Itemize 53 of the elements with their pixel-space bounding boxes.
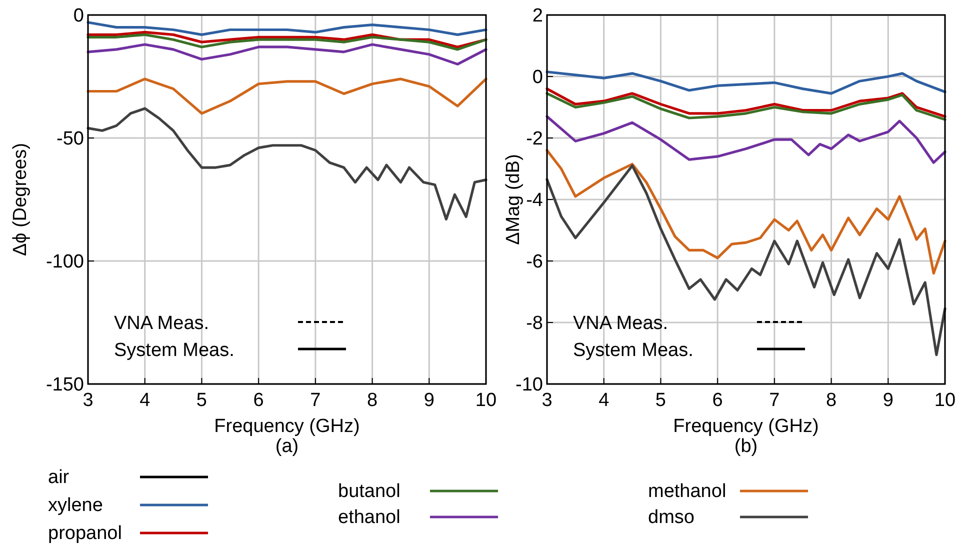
line-series	[546, 88, 946, 118]
x-tick-label: 8	[366, 390, 378, 411]
legend-label: air	[48, 467, 70, 488]
x-tick-label: 8	[826, 390, 837, 411]
x-tick-label: 4	[598, 390, 610, 411]
x-tick-label: 9	[424, 390, 434, 411]
x-tick-label: 10	[475, 390, 497, 411]
y-tick-label: 2	[532, 6, 543, 27]
y-tick-label: 0	[73, 6, 84, 27]
line-series	[546, 70, 946, 95]
line-series	[86, 21, 488, 36]
x-tick-label: 6	[253, 390, 264, 411]
x-tick-label: 6	[712, 390, 723, 411]
y-tick-label: -10	[516, 374, 543, 396]
y-tick-label: -8	[526, 313, 543, 334]
x-tick-label: 7	[310, 390, 321, 411]
annotation: VNA Meas.	[573, 313, 668, 334]
text: (a)	[275, 436, 299, 457]
y-tick-label: -150	[46, 374, 84, 396]
line-series	[86, 107, 488, 220]
x-tick-label: 9	[882, 390, 894, 411]
y-tick-label: -6	[526, 252, 543, 273]
annotation: VNA Meas.	[114, 313, 210, 334]
x-tick-label: 10	[934, 390, 956, 411]
y-axis-title: ΔMag (dB)	[503, 154, 524, 245]
legend-label: ethanol	[338, 507, 400, 528]
x-tick-label: 4	[140, 390, 151, 411]
y-tick-label: 0	[532, 67, 543, 88]
line-series	[546, 115, 946, 164]
x-tick-label: 5	[655, 390, 666, 411]
y-tick-label: -100	[46, 252, 84, 273]
x-axis-title: Frequency (GHz)	[214, 416, 360, 437]
text: (b)	[734, 436, 758, 457]
line-series	[86, 78, 488, 115]
y-tick-label: -4	[526, 190, 544, 212]
y-tick-label: -2	[526, 128, 543, 150]
legend-label: butanol	[338, 481, 400, 502]
annotation: System Meas.	[573, 340, 694, 361]
line-series	[546, 92, 946, 121]
y-axis-title: Δϕ (Degrees)	[10, 142, 31, 256]
x-tick-label: 5	[196, 390, 208, 411]
x-tick-label: 3	[82, 390, 94, 411]
line-series	[86, 43, 488, 66]
line-series	[546, 149, 946, 275]
y-tick-label: -50	[56, 128, 84, 150]
legend-label: xylene	[48, 495, 103, 516]
x-axis-title: Frequency (GHz)	[673, 416, 819, 437]
x-tick-label: 3	[542, 390, 552, 411]
annotation: System Meas.	[114, 340, 234, 361]
legend-label: dmso	[648, 507, 694, 528]
legend-label: propanol	[48, 523, 122, 544]
legend-label: methanol	[648, 481, 726, 502]
x-tick-label: 7	[769, 390, 780, 411]
